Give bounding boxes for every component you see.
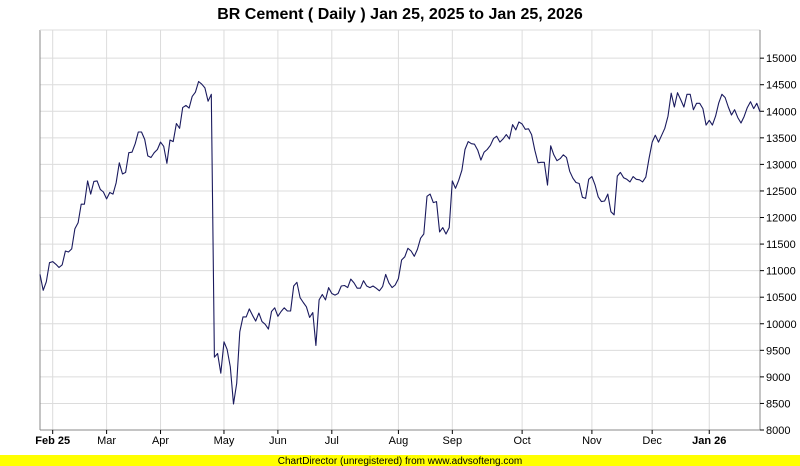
y-axis-ticks: 8000 8500 9000 9500 10000 10500 11000 11500 1200…: [760, 53, 797, 437]
x-tick-label: Mar: [97, 435, 116, 447]
x-tick-label: Jan 26: [692, 435, 726, 447]
chart-title: BR Cement ( Daily ) Jan 25, 2025 to Jan …: [217, 6, 583, 23]
y-tick-label: 15000: [766, 53, 797, 65]
y-tick-label: 11500: [766, 239, 796, 251]
y-tick-label: 14000: [766, 106, 797, 118]
y-tick-label: 9000: [766, 372, 790, 384]
y-tick-label: 13500: [766, 133, 797, 145]
y-tick-label: 12500: [766, 186, 797, 198]
footer-text[interactable]: ChartDirector (unregistered) from www.ad…: [278, 456, 523, 466]
x-tick-label: May: [214, 435, 235, 447]
y-tick-label: 9500: [766, 345, 790, 357]
x-tick-label: Jun: [269, 435, 287, 447]
y-tick-label: 10500: [766, 292, 797, 304]
y-tick-label: 8500: [766, 398, 790, 410]
x-tick-label: Oct: [514, 435, 531, 447]
x-tick-label: Dec: [642, 435, 662, 447]
axes: [39, 29, 761, 431]
price-line: [39, 80, 761, 405]
x-axis-ticks: Feb 25 Mar Apr May Jun Jul Aug Sep Oct Nov Dec Jan …: [35, 430, 726, 447]
y-tick-label: 12000: [766, 213, 797, 225]
x-tick-label: Sep: [443, 435, 463, 447]
y-tick-label: 11000: [766, 266, 796, 278]
x-tick-label: Jul: [325, 435, 339, 447]
y-tick-label: 14500: [766, 80, 797, 92]
x-tick-label: Feb 25: [35, 435, 70, 447]
plot-area: [40, 30, 760, 430]
x-tick-label: Nov: [582, 435, 602, 447]
y-tick-label: 10000: [766, 319, 797, 331]
y-tick-label: 8000: [766, 425, 790, 437]
x-tick-label: Aug: [389, 435, 409, 447]
footer-bar: [0, 455, 800, 466]
x-tick-label: Apr: [152, 435, 169, 447]
y-tick-label: 13000: [766, 159, 797, 171]
